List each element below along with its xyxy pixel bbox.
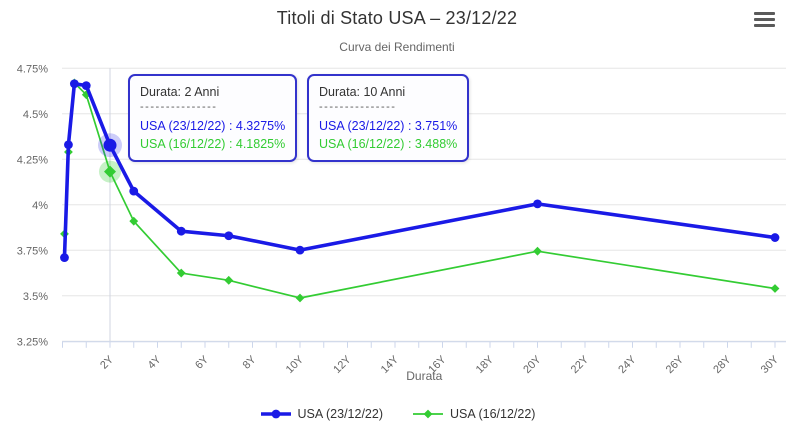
data-point-diamond[interactable] (533, 246, 542, 256)
y-tick-label: 4% (32, 200, 48, 212)
tooltip-2-anni: Durata: 2 Anni --------------- USA (23/1… (128, 74, 298, 163)
x-tick-label: 4Y (146, 353, 164, 371)
legend-item-usa-23-12-22[interactable]: USA (23/12/22) (259, 407, 383, 421)
x-tick-label: 14Y (379, 353, 402, 376)
data-point-circle[interactable] (64, 140, 73, 150)
x-tick-label: 24Y (616, 353, 639, 376)
x-axis-title: Durata (406, 369, 442, 383)
tooltip-value-series-2: USA (16/12/22) : 4.1825% (140, 136, 286, 151)
chart-title: Titoli di Stato USA – 23/12/22 (276, 8, 518, 28)
x-tick-label: 26Y (664, 353, 687, 376)
data-point-circle[interactable] (103, 138, 117, 152)
tooltip-title: Durata: 2 Anni (140, 85, 220, 99)
legend-marker-shape (423, 409, 433, 419)
data-point-circle[interactable] (176, 226, 186, 236)
x-tick-label: 20Y (521, 353, 544, 376)
x-tick-label: 10Y (284, 353, 307, 376)
x-tick-label: 8Y (241, 353, 259, 371)
legend-item-usa-16-12-22[interactable]: USA (16/12/22) (411, 407, 535, 421)
x-axis (62, 341, 786, 348)
x-tick-label: 12Y (331, 353, 354, 376)
y-tick-label: 3.5% (23, 291, 48, 303)
data-point-circle[interactable] (60, 253, 69, 262)
chart-subtitle: Curva dei Rendimenti (339, 40, 455, 54)
data-point-diamond[interactable] (104, 165, 116, 178)
tooltip-10-anni: Durata: 10 Anni --------------- USA (23/… (307, 74, 470, 163)
tooltip-value-series-1: USA (23/12/22) : 4.3275% (140, 119, 286, 134)
tooltip-value-series-2: USA (16/12/22) : 3.488% (319, 136, 458, 151)
x-tick-label: 6Y (193, 353, 211, 371)
y-tick-label: 4.75% (17, 63, 48, 75)
x-tick-label: 22Y (569, 353, 592, 376)
chart-context-menu-button[interactable] (754, 10, 778, 32)
data-point-diamond[interactable] (770, 284, 780, 293)
data-point-diamond[interactable] (129, 216, 139, 226)
legend-marker-circle-icon (260, 409, 291, 419)
data-point-circle[interactable] (533, 199, 542, 209)
data-point-diamond[interactable] (224, 275, 234, 285)
x-tick-label: 18Y (474, 353, 497, 376)
y-tick-label: 3.75% (17, 245, 48, 257)
tooltip-title: Durata: 10 Anni (319, 85, 406, 99)
x-tick-label: 2Y (98, 353, 116, 371)
hamburger-icon (754, 12, 778, 27)
x-tick-label: 28Y (711, 353, 734, 376)
legend-label: USA (16/12/22) (450, 407, 536, 421)
y-tick-label: 4.25% (17, 154, 48, 166)
series-usa-23-12-22[interactable] (60, 79, 780, 262)
legend: USA (23/12/22) USA (16/12/22) (0, 407, 794, 421)
tooltip-separator: --------------- (140, 101, 218, 114)
data-point-circle[interactable] (129, 186, 139, 196)
x-tick-label: 30Y (759, 353, 782, 376)
data-point-circle[interactable] (69, 79, 79, 89)
y-axis-labels: 4.75% 4.5% 4.25% 4% 3.75% 3.5% 3.25% (17, 63, 48, 348)
data-point-diamond[interactable] (176, 268, 186, 278)
legend-marker-shape (271, 409, 280, 419)
data-point-circle[interactable] (224, 231, 234, 241)
data-point-circle[interactable] (81, 81, 91, 90)
data-point-circle[interactable] (295, 245, 305, 255)
y-tick-label: 3.25% (17, 336, 48, 348)
tooltip-value-series-1: USA (23/12/22) : 3.751% (319, 119, 458, 134)
data-point-diamond[interactable] (295, 293, 305, 303)
legend-label: USA (23/12/22) (297, 407, 383, 421)
legend-marker-diamond-icon (413, 409, 443, 419)
tooltip-separator: --------------- (319, 101, 397, 114)
y-tick-label: 4.5% (23, 109, 48, 121)
data-point-circle[interactable] (770, 233, 780, 242)
